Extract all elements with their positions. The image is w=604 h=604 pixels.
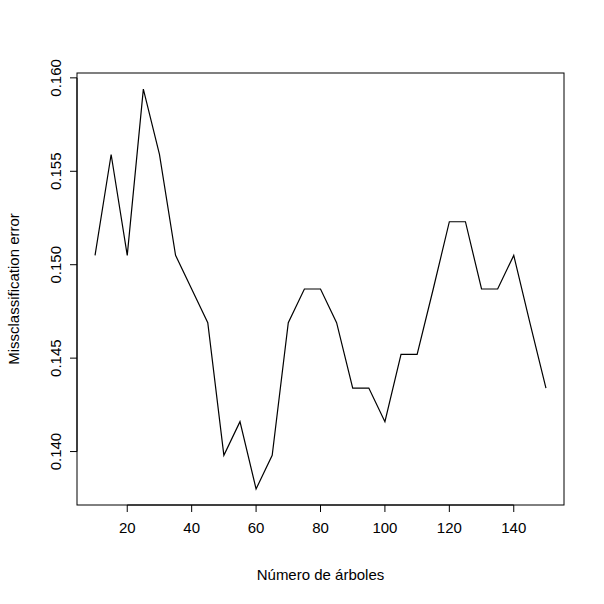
x-tick-label: 40 xyxy=(183,519,200,536)
y-tick-label: 0.155 xyxy=(47,153,64,191)
x-tick xyxy=(320,505,321,512)
chart-svg: 20 40 60 80 100 120 140 0.140 0.145 0.150 0.155 0.1… xyxy=(0,0,604,604)
x-axis-line xyxy=(127,505,514,506)
x-tick xyxy=(384,505,385,512)
x-tick xyxy=(127,505,128,512)
chart-container: 20 40 60 80 100 120 140 0.140 0.145 0.150 0.155 0.1… xyxy=(0,0,604,604)
y-tick xyxy=(70,77,77,78)
x-tick-label: 140 xyxy=(501,519,526,536)
x-tick-label: 60 xyxy=(248,519,265,536)
data-line xyxy=(95,89,546,489)
x-tick-label: 100 xyxy=(372,519,397,536)
x-tick xyxy=(449,505,450,512)
y-tick-label: 0.160 xyxy=(47,59,64,97)
x-tick-label: 120 xyxy=(437,519,462,536)
plot-frame xyxy=(77,73,564,505)
x-axis-label: Número de árboles xyxy=(257,566,385,583)
plot-area xyxy=(95,89,546,489)
y-tick-label: 0.145 xyxy=(47,339,64,377)
y-axis-label: Missclassification error xyxy=(5,213,22,365)
x-tick-label: 20 xyxy=(119,519,136,536)
y-axis-line xyxy=(77,78,78,452)
y-tick-label: 0.150 xyxy=(47,246,64,284)
y-tick xyxy=(70,358,77,359)
y-tick xyxy=(70,171,77,172)
y-tick xyxy=(70,451,77,452)
x-tick-label: 80 xyxy=(312,519,329,536)
x-tick xyxy=(256,505,257,512)
y-tick-label: 0.140 xyxy=(47,433,64,471)
x-tick xyxy=(513,505,514,512)
y-tick xyxy=(70,264,77,265)
x-tick xyxy=(191,505,192,512)
